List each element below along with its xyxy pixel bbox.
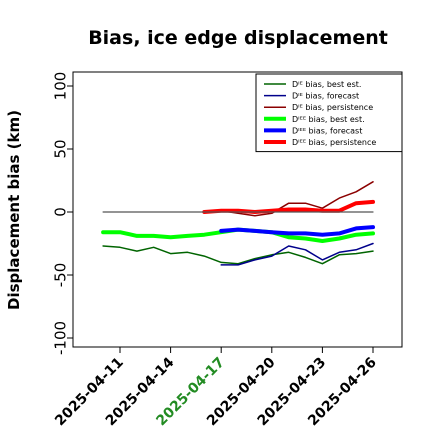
- legend-label: Dᴵᴱᴱ bias, best est.: [292, 115, 365, 124]
- series-layer: [101, 181, 375, 266]
- y-tick-label: 0: [51, 207, 69, 217]
- legend-label: Dᴵᴱᴱ bias, forecast: [292, 126, 362, 135]
- y-tick-label: -100: [51, 321, 69, 355]
- legend-label: Dᴵᴱ bias, persistence: [292, 103, 373, 112]
- legend-box: [255, 73, 403, 153]
- legend-label: Dᴵᴱ bias, best est.: [292, 80, 361, 89]
- y-tick-label: 50: [51, 139, 69, 158]
- series-line-6: [202, 199, 375, 214]
- series-line-5: [219, 225, 375, 237]
- legend-label: Dᴵᴱᴱ bias, persistence: [292, 138, 376, 147]
- legend-label: Dᴵᴱ bias, forecast: [292, 92, 359, 101]
- series-line-2: [220, 242, 374, 266]
- y-axis-label: Displacement bias (km): [5, 110, 23, 310]
- y-tick-label: 100: [51, 72, 69, 101]
- legend: Dᴵᴱ bias, best est. Dᴵᴱ bias, forecast Dᴵᴱ…: [255, 73, 403, 153]
- x-ticks: 2025-04-112025-04-142025-04-172025-04-20…: [52, 347, 380, 429]
- y-tick-label: -50: [51, 263, 69, 288]
- series-line-3: [220, 181, 374, 217]
- y-ticks: -100 -50 0 50 100: [51, 72, 73, 355]
- chart-title: Bias, ice edge displacement: [88, 27, 388, 49]
- series-line-1: [102, 245, 374, 265]
- plot-frame: [72, 71, 403, 348]
